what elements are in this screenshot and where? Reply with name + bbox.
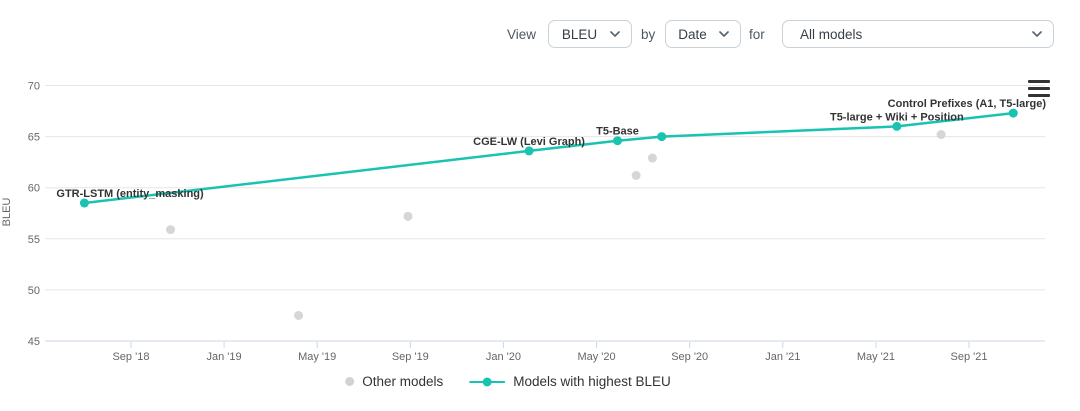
metric-select[interactable]: BLEU <box>548 20 632 48</box>
chevron-down-icon <box>719 31 729 37</box>
x-tick-label: May '21 <box>857 351 895 363</box>
y-tick-label: 45 <box>28 336 40 348</box>
chart-menu-button[interactable] <box>1028 80 1050 97</box>
other-model-point[interactable] <box>631 170 641 180</box>
x-tick-label: Jan '20 <box>486 351 521 363</box>
other-model-point[interactable] <box>936 130 946 140</box>
x-tick-label: Sep '19 <box>392 351 429 363</box>
chart-legend: Other models Models with highest BLEU <box>345 374 671 389</box>
other-model-point[interactable] <box>294 310 304 320</box>
x-tick-label: Sep '18 <box>112 351 149 363</box>
hamburger-icon <box>1028 80 1050 83</box>
legend-label: Other models <box>362 374 444 389</box>
view-label: View <box>507 27 537 42</box>
highlight-model-point[interactable] <box>892 121 902 131</box>
models-filter-select[interactable]: All models <box>782 20 1054 48</box>
y-tick-label: 50 <box>28 285 40 297</box>
models-filter-select-value: All models <box>800 26 863 42</box>
y-tick-label: 55 <box>28 234 40 246</box>
y-axis-title: BLEU <box>1 198 13 227</box>
legend-item-highest-bleu[interactable]: Models with highest BLEU <box>469 374 671 389</box>
other-model-point[interactable] <box>647 153 657 163</box>
other-model-point[interactable] <box>403 211 413 221</box>
model-data-label: GTR-LSTM (entity_masking) <box>56 188 204 200</box>
x-tick-label: Sep '20 <box>671 351 708 363</box>
x-tick-label: Jan '21 <box>765 351 800 363</box>
chevron-down-icon <box>610 31 620 37</box>
x-tick-label: May '19 <box>298 351 336 363</box>
x-tick-label: Sep '21 <box>951 351 988 363</box>
for-label: for <box>749 27 765 42</box>
model-data-label: Control Prefixes (A1, T5-large) <box>888 98 1047 110</box>
y-tick-label: 65 <box>28 132 40 144</box>
y-tick-label: 60 <box>28 183 40 195</box>
chart-controls: View BLEU by Date for All models <box>0 20 1080 50</box>
legend-label: Models with highest BLEU <box>513 374 671 389</box>
highlight-line-marker-icon <box>469 377 506 387</box>
hamburger-icon <box>1028 94 1050 97</box>
x-tick-label: May '20 <box>577 351 615 363</box>
other-models-marker-icon <box>345 377 355 386</box>
model-data-label: T5-large + Wiki + Position <box>830 111 964 123</box>
highlight-model-point[interactable] <box>657 132 667 142</box>
highlight-model-point[interactable] <box>79 198 89 208</box>
legend-item-other-models[interactable]: Other models <box>345 374 443 389</box>
x-tick-label: Jan '19 <box>207 351 242 363</box>
model-data-label: CGE-LW (Levi Graph) <box>473 136 585 148</box>
date-axis-select-value: Date <box>678 26 707 42</box>
by-label: by <box>641 27 656 42</box>
y-tick-label: 70 <box>28 81 40 93</box>
model-data-label: T5-Base <box>596 126 639 138</box>
hamburger-icon <box>1028 87 1050 90</box>
chevron-down-icon <box>1032 31 1042 37</box>
date-axis-select[interactable]: Date <box>665 20 741 48</box>
other-model-point[interactable] <box>166 225 176 235</box>
highlight-model-point[interactable] <box>1008 108 1018 118</box>
highlight-model-point[interactable] <box>524 146 534 156</box>
metric-select-value: BLEU <box>561 26 598 42</box>
highest-bleu-line <box>83 111 1015 205</box>
highlight-model-point[interactable] <box>613 136 623 146</box>
